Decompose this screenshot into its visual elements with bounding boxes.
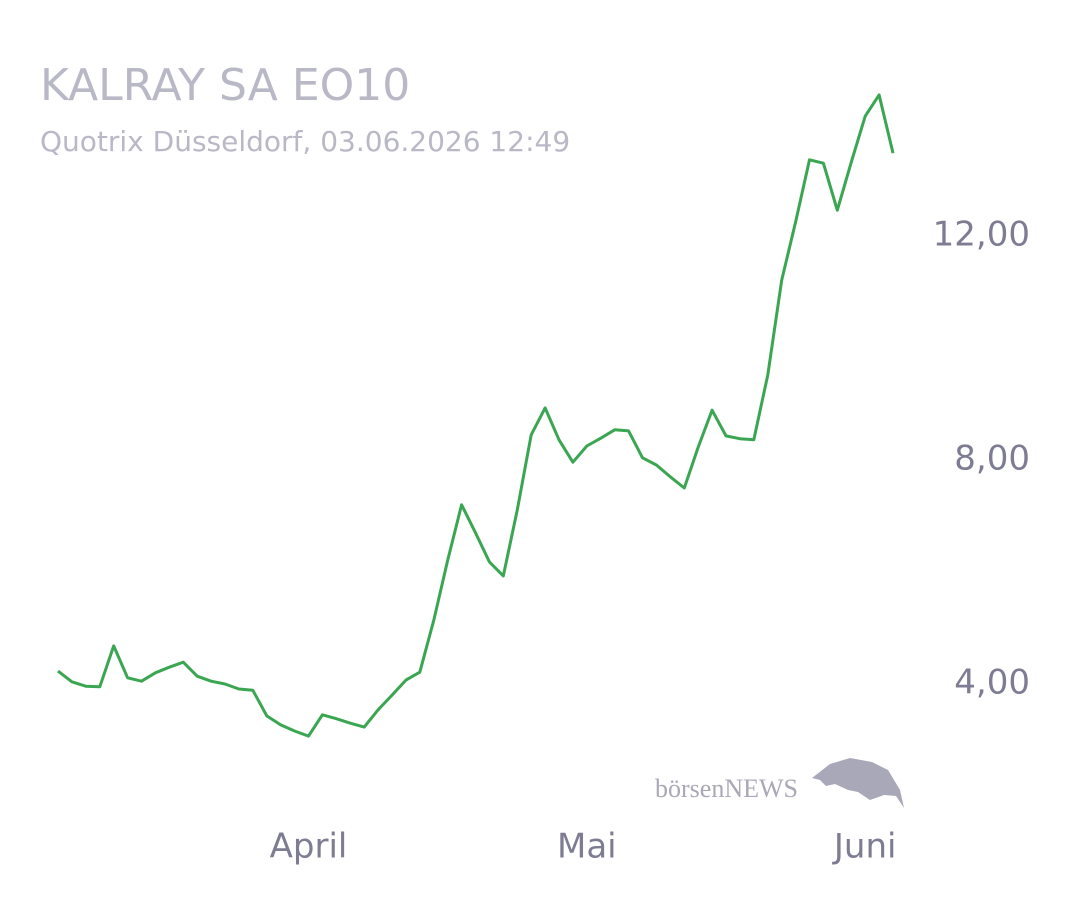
- bull-logo: [812, 758, 904, 808]
- x-tick-label: Juni: [832, 827, 897, 867]
- x-tick-label: April: [270, 827, 348, 867]
- y-tick-label: 12,00: [933, 215, 1030, 255]
- y-tick-label: 8,00: [954, 439, 1030, 479]
- watermark: börsenNEWS: [655, 774, 798, 803]
- chart-title: KALRAY SA EO10: [40, 60, 410, 111]
- price-line: [57, 93, 895, 738]
- y-tick-label: 4,00: [954, 663, 1030, 703]
- chart-subtitle: Quotrix Düsseldorf, 03.06.2026 12:49: [40, 125, 570, 158]
- x-tick-label: Mai: [557, 827, 617, 867]
